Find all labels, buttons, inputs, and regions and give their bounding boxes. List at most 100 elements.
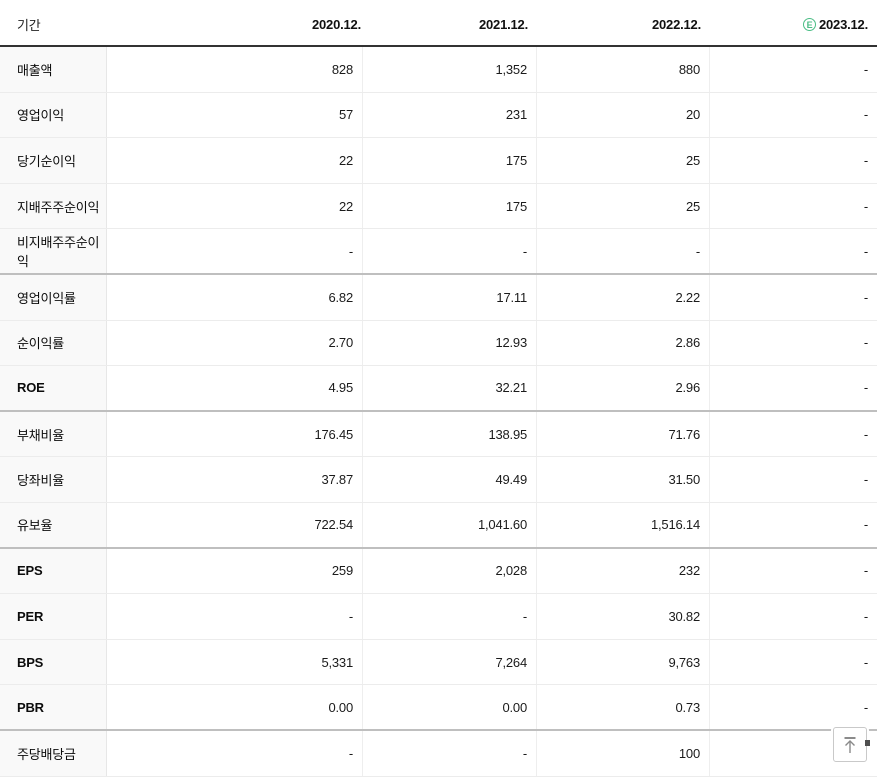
row-label: 유보율 xyxy=(0,502,107,547)
table-row: 비지배주주순이익 - - - - xyxy=(0,229,877,275)
cell-value: 232 xyxy=(537,548,710,594)
cell-value: - xyxy=(363,730,537,776)
cell-value: 0.00 xyxy=(363,685,537,729)
cell-value: 1,516.14 xyxy=(537,502,710,547)
row-label: PBR xyxy=(0,685,107,729)
row-label: 비지배주주순이익 xyxy=(0,229,107,273)
row-label: 매출액 xyxy=(0,47,107,92)
row-label: ROE xyxy=(0,366,107,410)
estimate-icon: E xyxy=(802,18,816,31)
table-row: EPS 259 2,028 232 - xyxy=(0,548,877,595)
cell-value: 57 xyxy=(107,92,363,138)
row-label: 지배주주순이익 xyxy=(0,183,107,229)
cell-value: 0.00 xyxy=(107,685,363,729)
cell-value: - xyxy=(863,699,868,715)
cell-value: - xyxy=(863,198,868,214)
cell-value: 22 xyxy=(107,183,363,229)
cell-value: - xyxy=(107,594,363,639)
cell-value: 31.50 xyxy=(537,457,710,502)
cell-value: 25 xyxy=(537,183,710,229)
table-body: 매출액 828 1,352 880- 영업이익 57 231 20- 당기순이익 22 175 25-… xyxy=(0,47,877,777)
cell-value: 2,028 xyxy=(363,548,537,594)
table-row: 당좌비율 37.87 49.49 31.50 - xyxy=(0,457,877,503)
cell-value: - xyxy=(863,608,868,624)
period-header: 기간 xyxy=(17,18,41,33)
cell-value: 2.96 xyxy=(537,366,710,410)
cell-value: 722.54 xyxy=(107,502,363,547)
table-row: 영업이익률 6.82 17.11 2.22 - xyxy=(0,274,877,321)
cell-value: 49.49 xyxy=(363,457,537,502)
cell-value: 22 xyxy=(107,138,363,183)
cell-value: 7,264 xyxy=(363,639,537,685)
table-row: 주당배당금--100- xyxy=(0,730,877,777)
row-label: 부채비율 xyxy=(0,411,107,457)
cell-value: - xyxy=(863,61,868,77)
cell-value: - xyxy=(863,289,868,305)
cell-value: 2.86 xyxy=(537,320,710,366)
cell-value: - xyxy=(863,335,868,351)
cell-value: 1,352 xyxy=(363,47,537,92)
row-label: 당기순이익 xyxy=(0,138,107,183)
column-header-2021: 2021.12. xyxy=(478,17,528,32)
cell-value: 1,041.60 xyxy=(363,502,537,547)
table-row: PER - -30.82- xyxy=(0,594,877,640)
cell-value: - xyxy=(363,594,537,639)
scroll-to-top-button[interactable] xyxy=(833,727,867,762)
cell-value: 100 xyxy=(537,730,710,776)
cell-value: - xyxy=(537,229,710,273)
cell-value: 880 xyxy=(537,47,710,92)
table-row: 당기순이익 22 175 25 - xyxy=(0,138,877,184)
row-label: 순이익률 xyxy=(0,320,107,366)
cell-value: 2.70 xyxy=(107,320,363,366)
cell-value: 9,763 xyxy=(537,639,710,685)
row-label: 당좌비율 xyxy=(0,457,107,502)
cell-value: 138.95 xyxy=(363,411,537,457)
cell-value: 6.82 xyxy=(107,274,363,320)
table-row: 순이익률 2.70 12.93 2.86 - xyxy=(0,320,877,367)
column-header-2023-estimate: E 2023.12. xyxy=(710,13,877,32)
cell-value: - xyxy=(863,426,868,442)
cell-value: - xyxy=(863,563,868,579)
table-row: 영업이익 57 231 20 - xyxy=(0,92,877,139)
cell-value: 5,331 xyxy=(107,639,363,685)
cell-value: 0.73 xyxy=(537,685,710,729)
cell-value: 828 xyxy=(107,47,363,92)
cell-value: 176.45 xyxy=(107,411,363,457)
row-label: EPS xyxy=(0,548,107,594)
table-row: ROE 4.95 32.21 2.96 - xyxy=(0,366,877,412)
cell-value: 71.76 xyxy=(537,411,710,457)
table-row: 매출액 828 1,352 880 - xyxy=(0,47,877,93)
cell-value: - xyxy=(863,472,868,488)
cell-value: 20 xyxy=(537,92,710,138)
cell-value: - xyxy=(863,152,868,168)
cell-value: 231 xyxy=(363,92,537,138)
cell-value: - xyxy=(863,380,868,396)
cell-value: - xyxy=(107,229,363,273)
column-header-2020: 2020.12. xyxy=(311,17,361,32)
cell-value: 25 xyxy=(537,138,710,183)
table-row: 부채비율 176.45 138.95 71.76 - xyxy=(0,411,877,458)
cell-value: 30.82 xyxy=(537,594,710,639)
row-label: 영업이익 xyxy=(0,92,107,138)
cell-value: 37.87 xyxy=(107,457,363,502)
cell-value: 2.22 xyxy=(537,274,710,320)
row-label: 주당배당금 xyxy=(0,730,107,776)
cell-value: 32.21 xyxy=(363,366,537,410)
cell-value: 175 xyxy=(363,138,537,183)
column-header-2023-label: 2023.12. xyxy=(818,17,868,32)
table-row: BPS 5,331 7,264 9,763 - xyxy=(0,639,877,686)
row-label: 영업이익률 xyxy=(0,274,107,320)
table-row: PBR 0.00 0.00 0.73- xyxy=(0,685,877,731)
cell-value: 12.93 xyxy=(363,320,537,366)
row-label: BPS xyxy=(0,639,107,685)
table-header-row: 기간 2020.12. 2021.12. 2022.12. E 2023.12. xyxy=(0,0,877,47)
cell-value: - xyxy=(863,243,868,259)
cell-value: - xyxy=(863,654,868,670)
cell-value: 259 xyxy=(107,548,363,594)
table-row: 지배주주순이익 22 175 25 - xyxy=(0,183,877,230)
cell-value: - xyxy=(363,229,537,273)
cell-value: - xyxy=(107,730,363,776)
cell-value: 175 xyxy=(363,183,537,229)
